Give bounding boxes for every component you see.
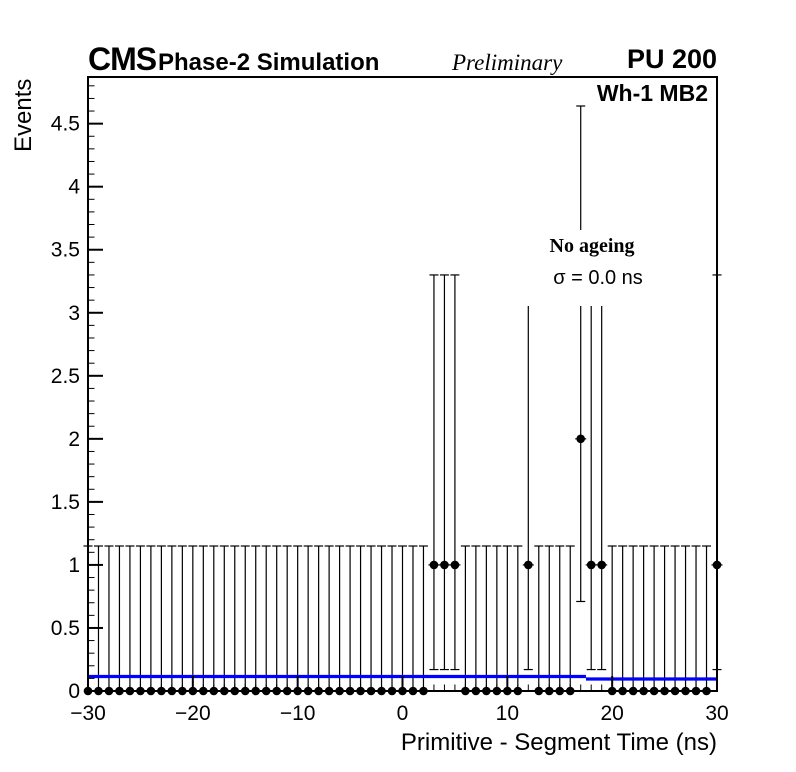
ageing-label: No ageing [549,235,635,257]
y-tick-label: 0.5 [51,617,80,640]
y-tick-label: 2.5 [51,365,80,388]
x-tick-label: −30 [70,702,106,725]
annotation-box: No ageing σ = 0.0 ns [514,230,670,306]
y-tick-label: 2 [68,428,80,451]
x-tick-label: −20 [175,702,211,725]
x-tick-label: 30 [705,702,728,725]
y-tick-label: 0 [68,680,80,703]
x-axis-title: Primitive - Segment Time (ns) [400,729,717,756]
sigma-label: σ = 0.0 ns [553,267,643,289]
pileup-label: PU 200 [626,44,717,74]
y-tick-label: 1 [68,554,80,577]
data-point-marker [429,560,439,570]
data-point-marker [450,560,460,570]
simulation-subtitle: Phase-2 Simulation [158,49,380,76]
data-point-marker [576,434,586,444]
y-tick-label: 3 [68,302,80,325]
y-axis-title: Events [10,78,37,152]
x-tick-label: 10 [496,702,519,725]
y-tick-label: 4.5 [51,113,80,136]
x-tick-label: −10 [280,702,316,725]
y-tick-label: 4 [68,176,80,199]
x-tick-label: 20 [600,702,623,725]
chamber-label: Wh-1 MB2 [596,80,708,106]
data-point-marker [597,560,606,570]
data-point-marker [524,560,533,570]
y-tick-label: 3.5 [51,239,80,262]
preliminary-label: Preliminary [452,50,563,75]
data-point-marker [586,560,596,570]
x-tick-label: 0 [397,702,409,725]
y-tick-label: 1.5 [51,491,80,514]
data-point-marker [440,560,449,570]
cms-logo: CMS [88,41,157,77]
